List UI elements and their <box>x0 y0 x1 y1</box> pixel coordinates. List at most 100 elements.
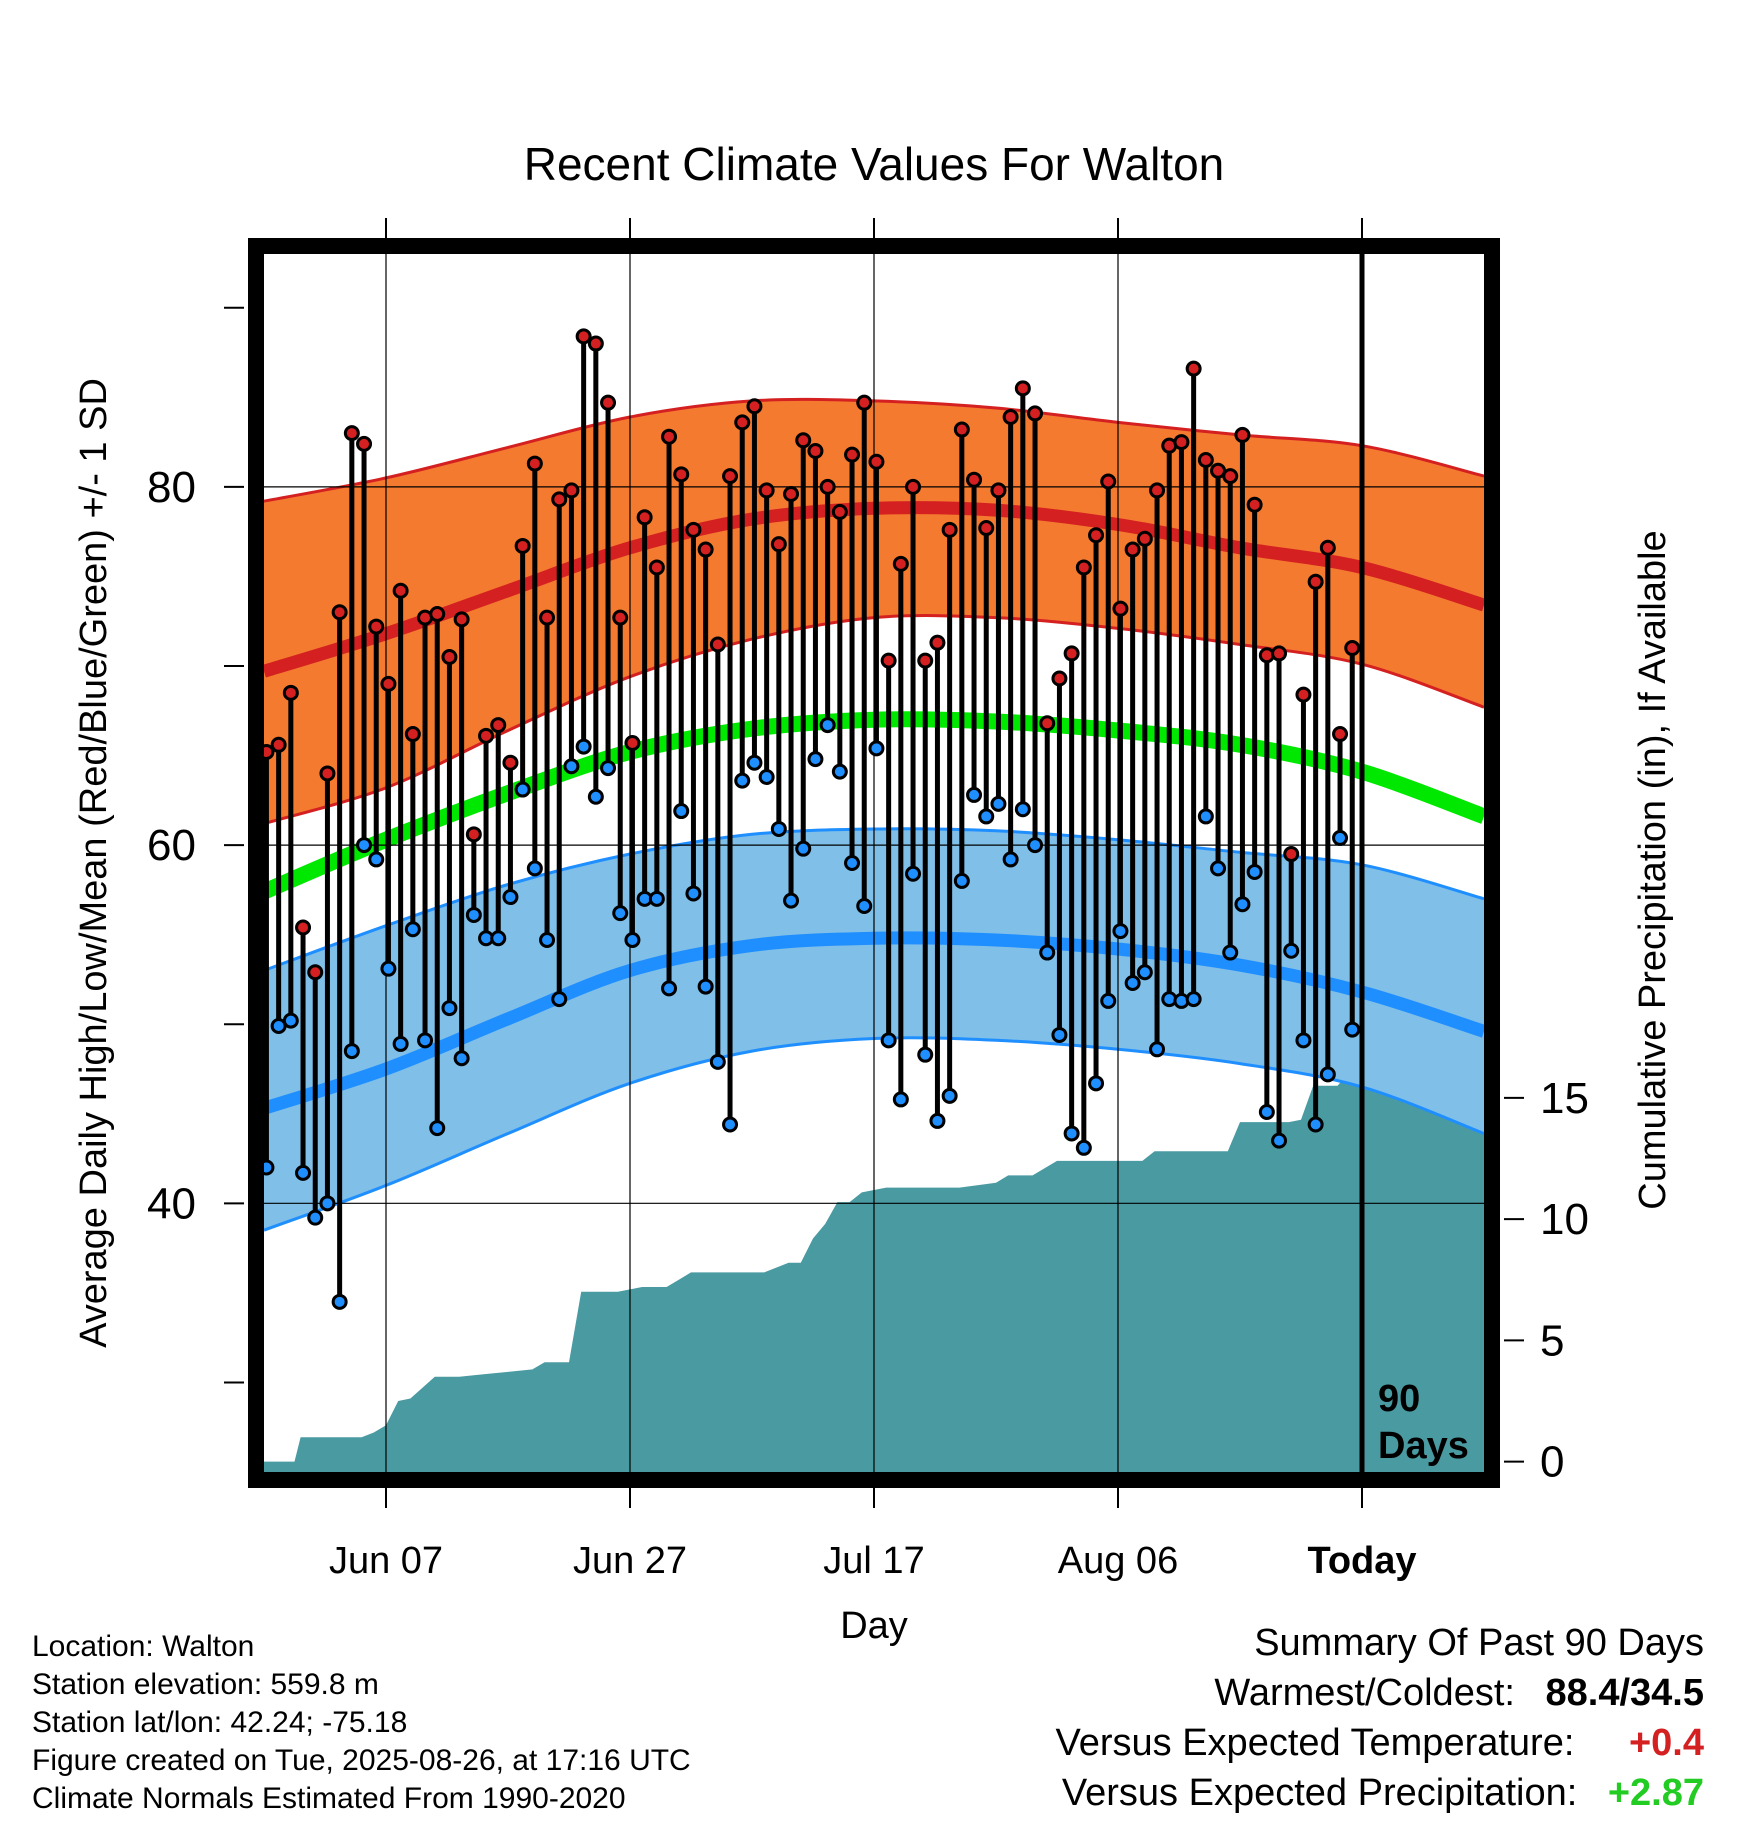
x-axis-label: Day <box>840 1605 908 1647</box>
daily-high-point <box>1283 846 1300 863</box>
daily-high-point <box>746 398 763 415</box>
daily-high-point <box>880 652 897 669</box>
daily-low-point <box>331 1293 348 1310</box>
daily-high-point <box>587 335 604 352</box>
daily-low-point <box>661 980 678 997</box>
daily-high-point <box>1344 640 1361 657</box>
daily-low-point <box>343 1043 360 1060</box>
daily-low-point <box>929 1112 946 1129</box>
daily-high-point <box>819 478 836 495</box>
daily-low-point <box>722 1116 739 1133</box>
daily-low-point <box>612 905 629 922</box>
daily-low-point <box>953 872 970 889</box>
daily-high-point <box>795 432 812 449</box>
daily-high-point <box>392 582 409 599</box>
today-days-count: 90 <box>1378 1378 1420 1420</box>
daily-high-point <box>1088 527 1105 544</box>
daily-low-point <box>356 837 373 854</box>
daily-low-point <box>783 892 800 909</box>
daily-high-point <box>673 466 690 483</box>
summary-temp-row: Versus Expected Temperature: +0.4 <box>1055 1722 1704 1765</box>
daily-low-point <box>1051 1026 1068 1043</box>
daily-low-point <box>1283 942 1300 959</box>
daily-low-point <box>892 1091 909 1108</box>
daily-low-point <box>1197 808 1214 825</box>
daily-high-point <box>1234 426 1251 443</box>
daily-low-point <box>1112 923 1129 940</box>
daily-high-point <box>917 652 934 669</box>
daily-high-point <box>429 606 446 623</box>
daily-high-point <box>697 541 714 558</box>
daily-high-point <box>563 482 580 499</box>
daily-low-point <box>282 1012 299 1029</box>
daily-high-point <box>551 491 568 508</box>
daily-high-point <box>648 559 665 576</box>
daily-high-point <box>709 636 726 653</box>
info-location: Location: Walton <box>32 1630 255 1663</box>
daily-observations <box>264 328 1361 1310</box>
daily-high-point <box>1197 451 1214 468</box>
y-right-tick-label: 15 <box>1540 1074 1589 1123</box>
daily-low-point <box>1136 964 1153 981</box>
summary-warmest-value: 88.4/34.5 <box>1545 1672 1704 1714</box>
daily-high-point <box>600 394 617 411</box>
daily-high-point <box>831 503 848 520</box>
daily-high-point <box>1332 726 1349 743</box>
daily-low-point <box>1063 1125 1080 1142</box>
daily-low-point <box>673 803 690 820</box>
y-axis-left: 40 60 80 <box>147 306 244 1384</box>
daily-high-point <box>539 609 556 626</box>
daily-high-point <box>661 428 678 445</box>
daily-low-point <box>1100 992 1117 1009</box>
daily-low-point <box>648 890 665 907</box>
daily-high-point <box>1100 473 1117 490</box>
y-axis-right: 0 5 10 15 <box>1504 1074 1589 1487</box>
summary-warmest-label: Warmest/Coldest: <box>1214 1672 1515 1714</box>
daily-high-point <box>1246 496 1263 513</box>
daily-low-point <box>880 1032 897 1049</box>
daily-low-point <box>1319 1066 1336 1083</box>
daily-low-point <box>429 1120 446 1137</box>
daily-low-point <box>807 751 824 768</box>
x-tick-label: Jul 17 <box>823 1540 924 1582</box>
daily-low-point <box>563 758 580 775</box>
daily-high-point <box>356 435 373 452</box>
daily-high-point <box>953 421 970 438</box>
info-latlon: Station lat/lon: 42.24; -75.18 <box>32 1706 408 1739</box>
daily-high-point <box>368 618 385 635</box>
daily-high-point <box>478 727 495 744</box>
summary-precip-label: Versus Expected Precipitation: <box>1061 1772 1578 1814</box>
summary-precip-value: +2.87 <box>1607 1772 1704 1814</box>
daily-low-point <box>465 906 482 923</box>
daily-low-point <box>917 1046 934 1063</box>
daily-high-point <box>502 754 519 771</box>
y-left-tick-label: 60 <box>147 821 196 870</box>
x-tick-label: Jun 07 <box>329 1540 443 1582</box>
daily-high-point <box>1149 482 1166 499</box>
daily-high-point <box>380 675 397 692</box>
daily-low-point <box>502 889 519 906</box>
daily-low-point <box>746 754 763 771</box>
daily-low-point <box>1124 975 1141 992</box>
daily-low-point <box>490 930 507 947</box>
daily-high-point <box>929 634 946 651</box>
daily-high-point <box>844 446 861 463</box>
summary-temp-label: Versus Expected Temperature: <box>1055 1722 1575 1764</box>
daily-low-point <box>1039 944 1056 961</box>
daily-low-point <box>1027 837 1044 854</box>
daily-high-point <box>453 611 470 628</box>
daily-high-point <box>807 443 824 460</box>
daily-high-point <box>264 743 275 760</box>
daily-low-point <box>1002 851 1019 868</box>
daily-low-point <box>404 921 421 938</box>
daily-low-point <box>514 781 531 798</box>
daily-high-point <box>636 509 653 526</box>
daily-high-point <box>978 520 995 537</box>
daily-low-point <box>844 855 861 871</box>
daily-high-point <box>1124 541 1141 558</box>
daily-low-point <box>831 763 848 780</box>
daily-low-point <box>868 740 885 757</box>
daily-high-point <box>722 468 739 485</box>
daily-low-point <box>624 932 641 949</box>
